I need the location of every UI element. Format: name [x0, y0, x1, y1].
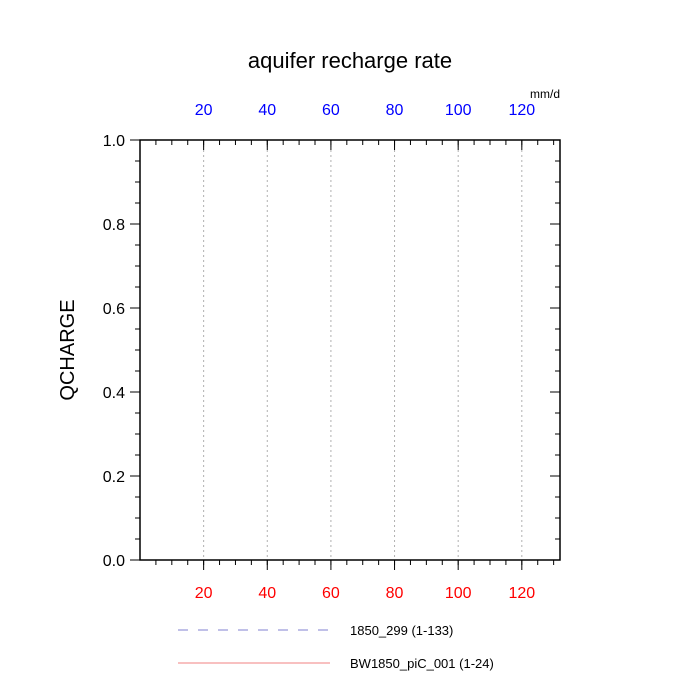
y-tick-label: 0.6 — [103, 301, 125, 318]
x-tick-label-bottom: 100 — [445, 585, 472, 602]
y-tick-label: 0.0 — [103, 553, 125, 570]
y-tick-label: 0.2 — [103, 469, 125, 486]
x-tick-label-top: 120 — [508, 102, 535, 119]
x-tick-label-bottom: 120 — [508, 585, 535, 602]
top-axis-units: mm/d — [530, 87, 560, 101]
y-tick-label: 0.4 — [103, 385, 125, 402]
x-tick-label-bottom: 80 — [386, 585, 404, 602]
x-tick-label-top: 20 — [195, 102, 213, 119]
top-x-tick-labels: 20 40 60 80 100 120 — [195, 102, 536, 119]
bottom-x-tick-labels: 20 40 60 80 100 120 — [195, 585, 536, 602]
x-tick-label-top: 100 — [445, 102, 472, 119]
x-tick-label-top: 80 — [386, 102, 404, 119]
legend-label-1: 1850_299 (1-133) — [350, 623, 453, 638]
legend-label-2: BW1850_piC_001 (1-24) — [350, 656, 494, 671]
x-tick-label-bottom: 20 — [195, 585, 213, 602]
y-tick-label: 1.0 — [103, 133, 125, 150]
x-tick-label-top: 40 — [258, 102, 276, 119]
y-tick-label: 0.8 — [103, 217, 125, 234]
axis-ticks — [130, 139, 560, 570]
x-tick-label-bottom: 60 — [322, 585, 340, 602]
legend: 1850_299 (1-133) BW1850_piC_001 (1-24) — [178, 623, 494, 671]
chart-title: aquifer recharge rate — [248, 48, 452, 73]
y-tick-labels: 0.0 0.2 0.4 0.6 0.8 1.0 — [103, 133, 125, 570]
x-tick-label-top: 60 — [322, 102, 340, 119]
y-axis-label: QCHARGE — [57, 299, 79, 400]
x-gridlines — [203, 140, 523, 560]
plot-frame — [139, 139, 561, 561]
x-tick-label-bottom: 40 — [258, 585, 276, 602]
